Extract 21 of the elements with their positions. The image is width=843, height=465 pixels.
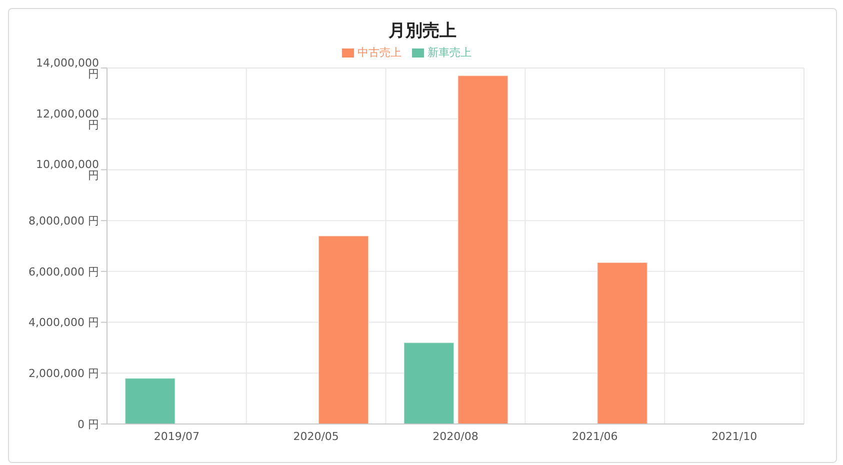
x-tick-label: 2020/08 (432, 430, 478, 443)
y-tick-label: 12,000,000 円 (36, 107, 99, 132)
y-tick-label: 8,000,000 円 (28, 214, 99, 228)
bar (596, 262, 648, 424)
chart-title: 月別売上 (388, 20, 458, 43)
bar (318, 235, 370, 424)
y-tick-label: 10,000,000 円 (36, 158, 99, 182)
y-tick-label: 14,000,000 円 (36, 56, 99, 80)
y-tick-label: 0 円 (78, 418, 99, 431)
y-tick-label: 6,000,000 円 (28, 265, 99, 278)
x-tick-label: 2019/07 (154, 430, 200, 443)
x-tick-label: 2021/10 (711, 430, 758, 443)
bar (457, 75, 508, 424)
y-tick-label: 2,000,000 円 (28, 367, 99, 380)
bar (403, 342, 454, 424)
x-tick-label: 2020/05 (293, 430, 339, 443)
legend-label: 中古売上 (358, 46, 402, 59)
x-tick-label: 2021/06 (572, 430, 618, 443)
legend-label: 新車売上 (428, 46, 472, 59)
y-tick-label: 4,000,000 円 (28, 316, 99, 330)
bar (124, 378, 176, 424)
